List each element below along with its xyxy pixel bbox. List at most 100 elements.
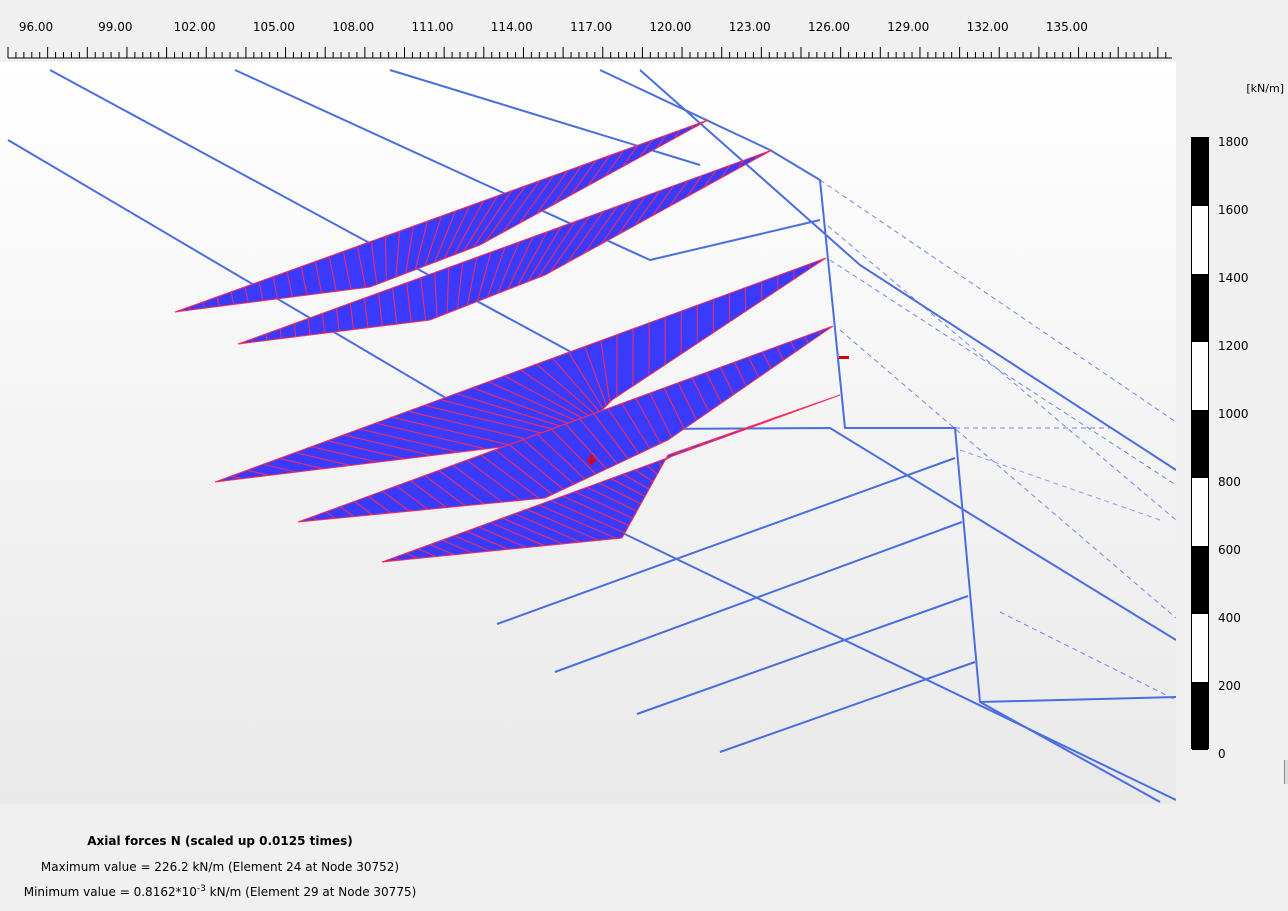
force-hatch-line	[663, 387, 685, 430]
force-hatch-line	[417, 548, 437, 558]
force-hatch-line	[375, 422, 486, 450]
result-info-panel: Axial forces N (scaled up 0.0125 times) …	[0, 804, 440, 911]
force-hatch-line	[617, 195, 646, 235]
force-hatch-line	[466, 530, 509, 550]
horizontal-ruler: 96.00 99.00 102.00 105.00 108.00 111.00 114.00…	[0, 0, 1176, 62]
force-hatch-line	[463, 195, 499, 252]
force-hatch-line	[565, 423, 607, 470]
force-hatch-line	[370, 241, 378, 285]
force-hatch-line	[649, 392, 673, 438]
force-hatch-line	[327, 440, 405, 460]
force-hatch-line	[549, 216, 590, 273]
force-hatch-line	[762, 420, 768, 423]
force-hatch-line	[466, 459, 522, 501]
force-hatch-line	[405, 226, 414, 274]
force-hatch-line	[359, 428, 459, 453]
force-hatch-line	[748, 356, 760, 378]
force-hatch-line	[818, 330, 822, 335]
force-hatch-line	[775, 416, 780, 419]
legend-color-bar	[1191, 137, 1209, 750]
legend-segment	[1192, 342, 1208, 410]
maximum-value-line: Maximum value = 226.2 kN/m (Element 24 a…	[40, 860, 400, 874]
force-hatch-line	[673, 129, 681, 140]
force-hatch-line	[272, 276, 279, 299]
force-hatch-line	[354, 500, 373, 516]
force-hatch-line	[610, 478, 646, 497]
min-marker-icon	[839, 356, 849, 359]
legend-unit: [kN/m]	[1246, 82, 1284, 95]
force-hatch-line	[311, 516, 317, 521]
force-hatch-line	[188, 306, 191, 311]
legend-value: 1200	[1218, 339, 1249, 353]
force-hatch-line	[622, 473, 650, 490]
ruler-label: 123.00	[728, 20, 771, 34]
force-hatch-line	[453, 200, 485, 256]
force-hatch-line	[514, 513, 581, 543]
force-diagram-2	[237, 149, 773, 345]
result-title: Axial forces N (scaled up 0.0125 times)	[87, 834, 353, 848]
ruler-label: 114.00	[490, 20, 533, 34]
force-hatch-line	[737, 159, 745, 170]
force-hatch-line	[686, 175, 703, 198]
force-hatch-line	[790, 341, 797, 352]
force-hatch-line	[690, 124, 695, 130]
legend-value: 200	[1218, 679, 1241, 693]
force-hatch-line	[378, 292, 383, 327]
force-hatch-line	[536, 433, 586, 480]
force-hatch-line	[583, 205, 618, 254]
minimum-value-exponent: -3	[196, 884, 206, 894]
force-hatch-line	[691, 377, 710, 412]
ruler-label: 126.00	[808, 20, 850, 34]
force-hatch-line	[466, 257, 478, 306]
force-hatch-line	[566, 210, 604, 264]
force-hatch-line	[286, 271, 293, 298]
force-hatch-line	[314, 261, 323, 294]
legend-segment	[1192, 206, 1208, 274]
force-hatch-line	[587, 155, 611, 187]
ruler-label: 132.00	[966, 20, 1009, 34]
force-hatch-line	[488, 381, 588, 427]
force-hatch-line	[550, 500, 626, 534]
force-hatch-line	[472, 387, 584, 430]
ruler-label: 105.00	[252, 20, 295, 34]
force-hatch-line	[669, 180, 689, 207]
model-drawing[interactable]	[0, 62, 1176, 804]
force-hatch-line	[502, 517, 563, 545]
force-hatch-line	[392, 287, 398, 325]
force-hatch-line	[570, 160, 597, 196]
force-hatch-line	[230, 475, 243, 480]
legend-value: 800	[1218, 475, 1241, 489]
force-hatch-line	[300, 266, 308, 296]
force-hatch-line	[247, 469, 270, 476]
force-hatch-line	[656, 134, 667, 149]
force-hatch-line	[537, 221, 576, 279]
force-hatch-line	[507, 236, 534, 290]
force-hatch-line	[349, 303, 354, 330]
force-hatch-line	[434, 272, 438, 318]
force-hatch-line	[442, 539, 473, 554]
force-hatch-line	[472, 190, 513, 248]
force-hatch-line	[551, 428, 597, 475]
legend-segment	[1192, 682, 1208, 750]
force-hatch-line	[368, 495, 392, 514]
force-hatch-line	[295, 452, 351, 466]
force-hatch-line	[719, 367, 735, 395]
ruler-label: 135.00	[1045, 20, 1088, 34]
force-hatch-line	[504, 375, 591, 423]
force-hatch-line	[508, 444, 564, 490]
force-hatch-line	[263, 463, 297, 473]
force-hatch-line	[527, 226, 562, 282]
scroll-handle[interactable]	[1284, 760, 1288, 784]
force-hatch-line	[339, 506, 355, 517]
force-hatch-line	[517, 231, 548, 286]
force-hatch-line	[562, 495, 630, 527]
force-hatch-line	[710, 438, 720, 441]
force-hatch-line	[634, 469, 654, 483]
force-hatch-line	[646, 464, 658, 476]
force-hatch-line	[733, 361, 747, 387]
model-view-canvas[interactable]	[0, 62, 1176, 804]
force-hatch-line	[639, 139, 653, 158]
legend-value: 400	[1218, 611, 1241, 625]
force-hatch-line	[410, 480, 447, 508]
force-hatch-line	[536, 363, 598, 417]
